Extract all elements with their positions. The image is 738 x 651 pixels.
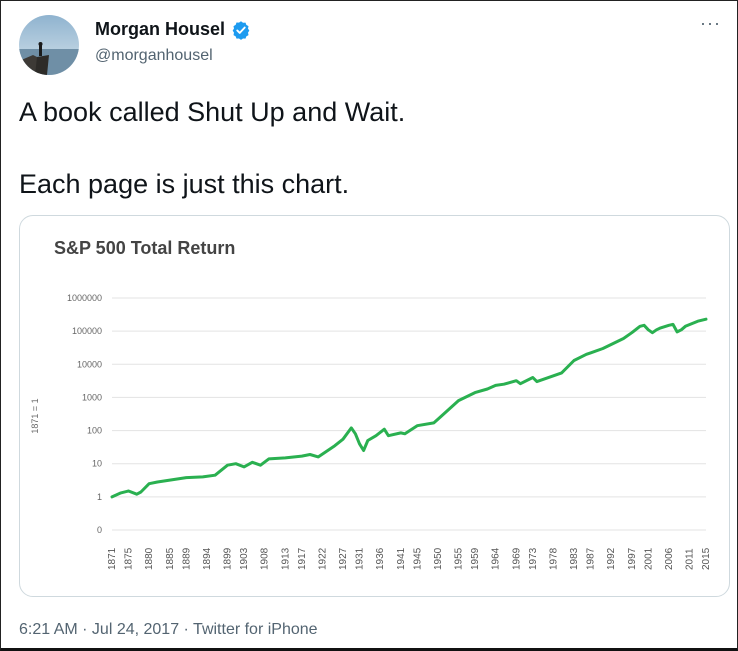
x-tick-label: 1969 — [511, 547, 522, 570]
x-tick-label: 1903 — [239, 547, 250, 570]
series-line — [110, 317, 708, 499]
x-tick-label: 2011 — [685, 548, 696, 570]
avatar-photo-icon — [19, 15, 79, 75]
x-tick-label: 1959 — [470, 547, 481, 570]
x-tick-label: 1913 — [280, 547, 291, 570]
x-tick-label: 1899 — [223, 547, 234, 570]
y-tick-label: 1000000 — [67, 293, 102, 303]
x-tick-label: 2015 — [701, 547, 712, 570]
x-tick-label: 1997 — [627, 547, 638, 570]
x-tick-label: 1955 — [454, 547, 465, 570]
tweet-footer: 6:21 AM · Jul 24, 2017 · Twitter for iPh… — [19, 621, 318, 639]
x-tick-label: 1885 — [165, 547, 176, 570]
x-tick-label: 1978 — [548, 547, 559, 570]
x-tick-label: 1922 — [317, 547, 328, 570]
x-tick-label: 1964 — [491, 547, 502, 570]
y-axis-label: 1871 = 1 — [30, 398, 40, 433]
x-tick-label: 1936 — [375, 547, 386, 570]
author-name[interactable]: Morgan Housel — [95, 19, 226, 39]
tweet-date[interactable]: Jul 24, 2017 — [91, 621, 180, 638]
author-handle[interactable]: @morganhousel — [95, 47, 213, 64]
x-tick-label: 2001 — [643, 547, 654, 570]
verified-badge-icon — [232, 20, 250, 40]
x-tick-label: 1983 — [569, 547, 580, 570]
x-tick-label: 1880 — [144, 547, 155, 570]
y-tick-label: 100000 — [72, 326, 102, 336]
x-tick-label: 1973 — [528, 547, 539, 570]
tweet-text-line-1: A book called Shut Up and Wait. — [19, 97, 406, 127]
x-tick-label: 1987 — [586, 547, 597, 570]
y-tick-label: 1000 — [82, 392, 102, 402]
y-tick-label: 10000 — [77, 359, 102, 369]
x-tick-label: 1931 — [355, 547, 366, 570]
footer-separator: · — [179, 621, 194, 638]
tweet-time[interactable]: 6:21 AM — [19, 621, 78, 638]
chart-svg: S&P 500 Total Return 1000000100000100001… — [30, 238, 712, 570]
x-tick-label: 1945 — [412, 547, 423, 570]
avatar[interactable] — [19, 15, 79, 75]
footer-separator: · — [77, 621, 92, 638]
y-tick-label: 10 — [92, 459, 102, 469]
x-tick-label: 1992 — [606, 547, 617, 570]
x-tick-label: 2006 — [664, 547, 675, 570]
more-options-icon[interactable]: ··· — [700, 13, 721, 33]
x-tick-label: 1889 — [181, 547, 192, 570]
author-name-row[interactable]: Morgan Housel — [95, 19, 251, 40]
tweet-text-line-2: Each page is just this chart. — [19, 169, 350, 199]
chart-title: S&P 500 Total Return — [54, 238, 235, 258]
x-tick-label: 1927 — [338, 547, 349, 570]
x-tick-label: 1917 — [297, 547, 308, 570]
x-tick-label: 1875 — [124, 547, 135, 570]
x-tick-label: 1908 — [260, 547, 271, 570]
y-tick-label: 0 — [97, 525, 102, 535]
x-tick-label: 1950 — [433, 547, 444, 570]
x-tick-label: 1941 — [396, 547, 407, 570]
y-tick-label: 100 — [87, 426, 102, 436]
chart-image[interactable]: S&P 500 Total Return 1000000 100000 10000 1… — [19, 215, 730, 597]
tweet-source[interactable]: Twitter for iPhone — [193, 621, 318, 638]
x-tick-label: 1871 — [107, 547, 118, 570]
x-tick-label: 1894 — [202, 547, 213, 570]
y-tick-label: 1 — [97, 492, 102, 502]
